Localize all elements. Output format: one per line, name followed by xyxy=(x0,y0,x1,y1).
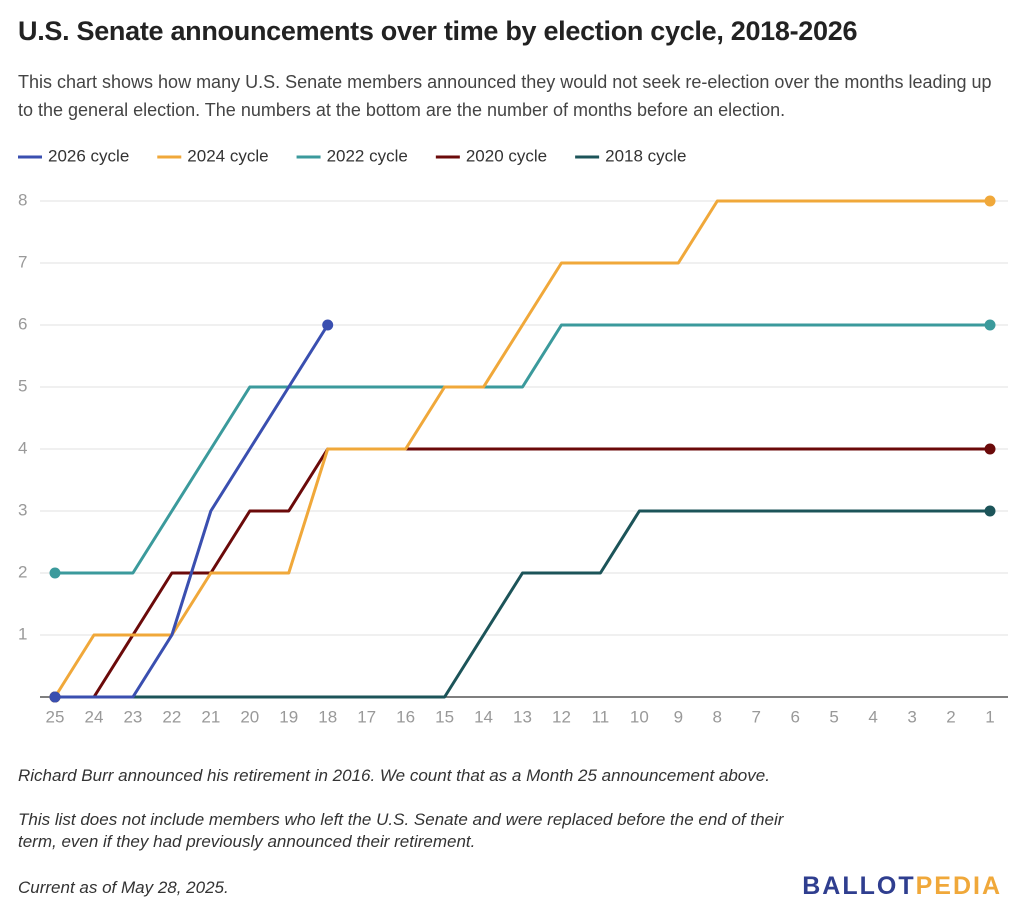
series-endpoint xyxy=(49,567,61,579)
x-tick-label: 14 xyxy=(474,707,493,726)
logo-part: BALLOT xyxy=(802,872,916,900)
legend-label: 2026 cycle xyxy=(48,146,129,165)
x-tick-label: 11 xyxy=(592,707,610,726)
x-tick-label: 15 xyxy=(435,707,454,726)
series-line xyxy=(55,323,990,575)
x-tick-label: 12 xyxy=(552,707,571,726)
legend-label: 2024 cycle xyxy=(187,146,268,165)
note: Richard Burr announced his retirement in… xyxy=(18,766,770,785)
x-tick-label: 3 xyxy=(907,707,916,726)
chart-subtitle: This chart shows how many U.S. Senate me… xyxy=(18,72,992,120)
legend-label: 2018 cycle xyxy=(605,146,686,165)
x-tick-label: 2 xyxy=(946,707,955,726)
series-endpoint xyxy=(984,195,996,207)
x-tick-label: 4 xyxy=(868,707,877,726)
x-tick-label: 25 xyxy=(46,707,65,726)
chart-title: U.S. Senate announcements over time by e… xyxy=(18,16,858,46)
series-line xyxy=(55,324,329,699)
legend-label: 2020 cycle xyxy=(466,146,547,165)
y-tick-label: 5 xyxy=(18,376,27,395)
x-tick-label: 8 xyxy=(713,707,722,726)
x-tick-label: 1 xyxy=(985,707,994,726)
y-tick-label: 7 xyxy=(18,252,27,271)
series-endpoint xyxy=(984,505,996,517)
x-tick-label: 18 xyxy=(318,707,337,726)
series-endpoint xyxy=(984,319,996,331)
x-tick-label: 13 xyxy=(513,707,532,726)
note: This list does not include members who l… xyxy=(18,810,784,851)
y-tick-label: 4 xyxy=(18,438,27,457)
y-tick-label: 3 xyxy=(18,500,27,519)
y-tick-label: 6 xyxy=(18,314,27,333)
footer: Current as of May 28, 2025. xyxy=(18,878,229,897)
x-tick-label: 20 xyxy=(240,707,259,726)
logo: BALLOTPEDIA xyxy=(802,872,1002,901)
logo-part: PEDIA xyxy=(915,872,1002,900)
x-tick-label: 24 xyxy=(84,707,103,726)
x-tick-label: 19 xyxy=(279,707,298,726)
x-tick-label: 22 xyxy=(162,707,181,726)
x-tick-label: 17 xyxy=(357,707,376,726)
x-tick-label: 6 xyxy=(790,707,799,726)
series-endpoint xyxy=(322,319,334,331)
x-tick-label: 16 xyxy=(396,707,415,726)
series-line xyxy=(55,509,990,699)
x-tick-label: 5 xyxy=(829,707,838,726)
x-tick-label: 9 xyxy=(674,707,683,726)
series-line xyxy=(53,199,990,698)
y-tick-label: 1 xyxy=(18,624,27,643)
x-tick-label: 23 xyxy=(123,707,142,726)
y-tick-label: 8 xyxy=(18,190,27,209)
series-endpoint xyxy=(984,443,996,455)
y-tick-label: 2 xyxy=(18,562,27,581)
legend-label: 2022 cycle xyxy=(327,146,408,165)
x-tick-label: 10 xyxy=(630,707,649,726)
x-tick-label: 21 xyxy=(201,707,220,726)
x-tick-label: 7 xyxy=(752,707,761,726)
series-endpoint xyxy=(49,691,61,703)
